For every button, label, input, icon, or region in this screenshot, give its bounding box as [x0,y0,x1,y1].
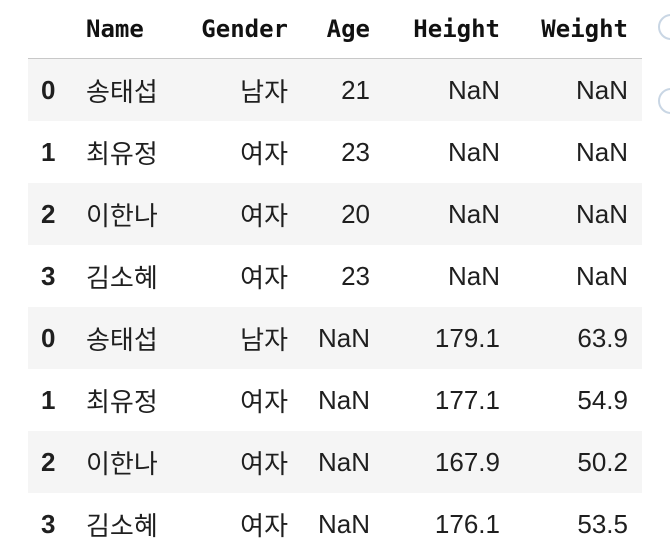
cell-pad [628,431,642,493]
cell-height: 167.9 [434,446,500,477]
cell-pad [628,59,642,122]
dataframe-table: Name Gender Age Height Weight 0 송태섭 남자 2… [28,0,642,552]
header-height: Height [370,0,500,59]
cell-weight: NaN [575,136,628,167]
header-index [28,0,86,59]
cell-name: 김소혜 [86,510,158,541]
cell-height: NaN [447,136,500,167]
table-row: 3 김소혜 여자 23 NaN NaN [28,245,642,307]
cell-name: 김소혜 [86,262,158,293]
cell-name: 최유정 [86,386,158,417]
cell-gender: 남자 [240,324,288,355]
table-row: 2 이한나 여자 NaN 167.9 50.2 [28,431,642,493]
cell-age: 21 [341,74,370,105]
cell-height: 179.1 [434,322,500,353]
cell-age: NaN [317,322,370,353]
cell-height: NaN [447,74,500,105]
cell-height: NaN [447,260,500,291]
row-index: 0 [41,322,56,353]
cell-weight: 54.9 [577,384,628,415]
table-row: 0 송태섭 남자 NaN 179.1 63.9 [28,307,642,369]
cell-weight: NaN [575,74,628,105]
header-gender: Gender [168,0,288,59]
cell-gender: 여자 [240,386,288,417]
row-index: 2 [41,198,56,229]
cell-gender: 여자 [240,262,288,293]
cell-age: 23 [341,136,370,167]
row-index: 3 [41,508,56,539]
cell-age: 23 [341,260,370,291]
header-age: Age [288,0,370,59]
cell-weight: NaN [575,260,628,291]
cell-weight: 53.5 [577,508,628,539]
header-name: Name [86,0,168,59]
table-row: 1 최유정 여자 23 NaN NaN [28,121,642,183]
cell-name: 최유정 [86,138,158,169]
row-index: 1 [41,136,56,167]
table-body: 0 송태섭 남자 21 NaN NaN 1 최유정 여자 23 NaN NaN … [28,58,642,552]
cell-gender: 여자 [240,200,288,231]
cell-weight: NaN [575,198,628,229]
row-index: 0 [41,74,56,105]
cell-height: 177.1 [434,384,500,415]
cell-name: 이한나 [86,448,158,479]
cell-pad [628,307,642,369]
cell-gender: 여자 [240,448,288,479]
header-row: Name Gender Age Height Weight [28,0,642,59]
cell-name: 이한나 [86,200,158,231]
header-pad [628,0,642,59]
table-header: Name Gender Age Height Weight [28,0,642,59]
row-index: 1 [41,384,56,415]
cell-age: NaN [317,384,370,415]
table-row: 0 송태섭 남자 21 NaN NaN [28,58,642,122]
cell-age: 20 [341,198,370,229]
cell-gender: 여자 [240,510,288,541]
cell-weight: 50.2 [577,446,628,477]
cell-gender: 남자 [240,76,288,107]
header-weight: Weight [500,0,628,59]
table-row: 1 최유정 여자 NaN 177.1 54.9 [28,369,642,431]
cell-weight: 63.9 [577,322,628,353]
row-index: 3 [41,260,56,291]
cell-pad [628,369,642,431]
cell-name: 송태섭 [86,324,158,355]
table-row: 2 이한나 여자 20 NaN NaN [28,183,642,245]
cell-name: 송태섭 [86,76,158,107]
table-row: 3 김소혜 여자 NaN 176.1 53.5 [28,493,642,552]
cell-age: NaN [317,446,370,477]
cell-pad [628,183,642,245]
edge-circle-icon [658,14,670,40]
cell-height: NaN [447,198,500,229]
cell-pad [628,493,642,552]
cell-pad [628,121,642,183]
cell-pad [628,245,642,307]
row-index: 2 [41,446,56,477]
edge-circle-icon [658,88,670,114]
cell-height: 176.1 [434,508,500,539]
cell-age: NaN [317,508,370,539]
cell-gender: 여자 [240,138,288,169]
